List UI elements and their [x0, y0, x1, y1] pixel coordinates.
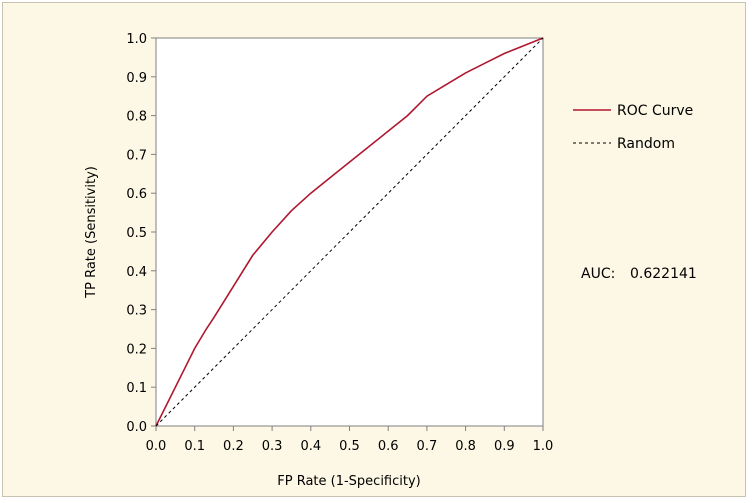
y-tick-label: 0.2: [126, 342, 147, 357]
y-tick-label: 1.0: [126, 32, 147, 47]
y-tick-label: 0.6: [126, 187, 147, 202]
y-tick-label: 0.5: [126, 226, 147, 241]
random-line: [155, 37, 544, 427]
y-tick-label: 0.0: [126, 420, 147, 435]
x-axis-ticks: 0.0 0.1 0.2 0.3 0.4 0.5 0.6 0.7 0.8 0.9 1.0: [146, 426, 554, 454]
x-tick-label: 0.8: [455, 439, 476, 454]
roc-chart: 0.0 0.1 0.2 0.3 0.4 0.5 0.6 0.7 0.8 0.9 1.0 0.0 0.1…: [84, 32, 697, 489]
x-tick-label: 1.0: [533, 439, 554, 454]
legend-random-label: Random: [617, 136, 675, 152]
y-tick-label: 0.1: [126, 381, 147, 396]
y-tick-label: 0.4: [126, 265, 147, 280]
y-axis-label: TP Rate (Sensitivity): [84, 166, 99, 299]
y-tick-label: 0.8: [126, 110, 147, 125]
y-tick-label: 0.7: [126, 148, 147, 163]
x-tick-label: 0.0: [146, 439, 167, 454]
series-layer: [155, 37, 544, 427]
plot-area: [155, 37, 544, 427]
auc-value: 0.622141: [630, 266, 697, 282]
legend-roc-label: ROC Curve: [617, 103, 693, 119]
x-tick-label: 0.6: [378, 439, 399, 454]
x-tick-label: 0.1: [184, 439, 205, 454]
legend: ROC Curve Random: [573, 103, 693, 152]
roc-curve-line: [155, 37, 544, 427]
x-tick-label: 0.4: [300, 439, 321, 454]
y-tick-label: 0.3: [126, 304, 147, 319]
x-tick-label: 0.9: [494, 439, 515, 454]
x-axis-label: FP Rate (1-Specificity): [277, 474, 421, 489]
x-tick-label: 0.2: [223, 439, 244, 454]
y-tick-label: 0.9: [126, 71, 147, 86]
y-axis-ticks: 0.0 0.1 0.2 0.3 0.4 0.5 0.6 0.7 0.8 0.9 1.0: [126, 32, 156, 435]
auc-label: AUC:: [581, 266, 615, 282]
x-tick-label: 0.5: [339, 439, 360, 454]
x-tick-label: 0.3: [262, 439, 283, 454]
chart-frame: 0.0 0.1 0.2 0.3 0.4 0.5 0.6 0.7 0.8 0.9 1.0 0.0 0.1…: [2, 2, 746, 497]
x-tick-label: 0.7: [417, 439, 438, 454]
